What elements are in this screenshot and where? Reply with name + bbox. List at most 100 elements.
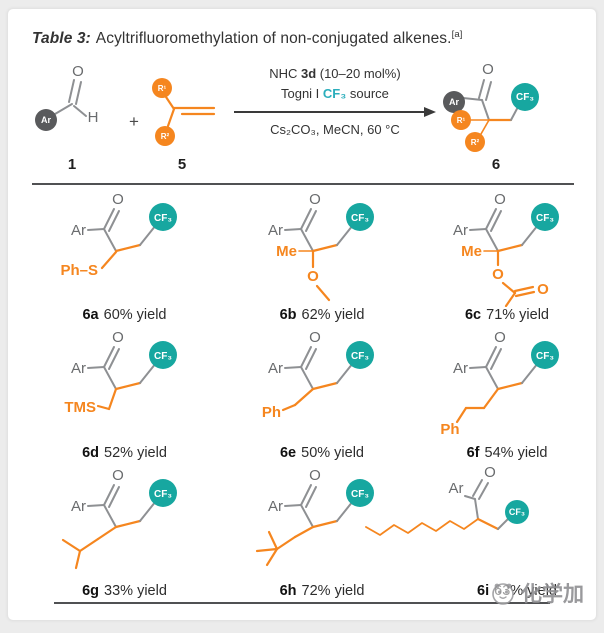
tms-label: TMS [64,399,96,416]
cf3-circle [510,83,539,112]
r1-label: R¹ [457,116,466,125]
watermark-logo-icon [492,583,514,605]
hydrogen-label: H [88,109,99,126]
product-caption: 6f 54% yield [467,445,548,461]
methyl-label: Me [276,243,297,260]
oxygen-label: O [484,465,496,481]
cf3-circle [346,203,374,232]
product-cell-6f: Ar O Ph CF₃ 6f 54% yield [417,327,597,461]
ar-label: Ar [71,360,86,377]
product-caption: 6h 72% yield [280,583,365,599]
product-caption: 6d 52% yield [82,445,167,461]
oxygen-label: O [494,191,506,208]
ar-label: Ar [453,222,468,239]
compound-id: 6e [279,445,297,462]
structure-6d: Ar O TMS CF₃ [64,329,177,416]
oxygen-label: O [309,467,321,484]
product-caption: 6g 33% yield [82,583,167,599]
ester-oxygen-label: O [492,266,504,283]
structure-6e: Ar O Ph CF₃ [262,329,374,421]
divider-bottom [54,602,550,605]
structure-aldehyde-1: O H Ar 1 [35,63,99,173]
ar-label: Ar [71,222,86,239]
table-title-text: Acyltrifluoromethylation of non-conjugat… [95,30,452,48]
conditions-line3: Cs₂CO₃, MeCN, 60 °C [270,122,400,138]
product-cell-6h: Ar O CF₃ 6h 72% yield [227,465,417,599]
compound-id: 6a [82,307,99,324]
cf3-circle [148,341,177,370]
cf3-circle [505,500,529,525]
r2-circle [154,126,175,147]
cf3-source-label: CF₃ [322,86,347,102]
alkyl-chain [365,518,479,537]
yield-value: 52% yield [104,445,167,462]
product-caption: 6a 60% yield [82,307,166,323]
r2-circle [464,132,485,153]
yield-value: 71% yield [486,307,549,324]
product-cell-6d: Ar O TMS CF₃ 6d 52% yield [22,327,227,461]
cf3-label: CF₃ [351,351,369,362]
compound-id: 6h [279,583,297,600]
phenyl-label: Ph [262,404,281,421]
table-title: Table 3: Acyltrifluoromethylation of non-… [8,9,596,48]
cf3-circle [346,479,374,508]
table-title-footnote: [a] [451,29,463,40]
ar-label: Ar [453,360,468,377]
compound-number-1: 1 [68,156,76,173]
watermark: 化学加 [490,578,584,608]
compound-id: 6i [477,583,490,600]
table-title-prefix: Table 3: [32,30,91,48]
products-grid: Ar O Ph–S CF₃ 6a 60% yield Ar [8,189,596,599]
ether-oxygen-label: O [307,268,319,285]
conditions-line1: NHC 3d (10–20 mol%) [269,66,401,82]
structure-6h: Ar O CF₃ [255,467,374,567]
yield-value: 62% yield [301,307,365,324]
cf3-circle [531,203,559,232]
yield-value: 60% yield [103,307,167,324]
watermark-text: 化学加 [521,583,584,606]
reaction-scheme: O H Ar 1 + R¹ R² 5 NHC 3d (10–20 mol%) T… [8,62,596,174]
product-caption: 6c 71% yield [465,307,549,323]
structure-6g: Ar O CF₃ [61,467,177,570]
product-cell-6e: Ar O Ph CF₃ 6e 50% yield [227,327,417,461]
structure-6i: Ar O CF₃ [365,465,529,537]
oxygen-label: O [494,329,506,346]
r1-circle [450,110,471,131]
cf3-label: CF₃ [351,489,369,500]
cf3-label: CF₃ [154,489,172,500]
structure-6c: Ar O Me O O CF₃ [453,191,559,308]
ar-label: Ar [449,97,459,107]
cf3-label: CF₃ [516,92,534,103]
table-card: Table 3: Acyltrifluoromethylation of non-… [7,8,597,621]
cf3-label: CF₃ [351,213,369,224]
cf3-circle [346,341,374,370]
ar-label: Ar [449,480,464,497]
methyl-label: Me [461,243,482,260]
compound-id: 6b [279,307,297,324]
ar-label: Ar [268,222,283,239]
product-cell-6a: Ar O Ph–S CF₃ 6a 60% yield [22,189,227,323]
phenyl-label: Ph [440,421,459,438]
product-cell-6g: Ar O CF₃ 6g 33% yield [22,465,227,599]
conditions-line2: Togni I CF₃ source [280,86,389,102]
thioether-label: Ph–S [60,262,98,279]
ar-label: Ar [268,498,283,515]
yield-value: 72% yield [301,583,365,600]
structure-alkene-5: R¹ R² 5 [151,78,216,173]
yield-value: 50% yield [301,445,364,462]
product-caption: 6e 50% yield [280,445,364,461]
cf3-label: CF₃ [154,213,172,224]
r2-label: R² [161,132,170,141]
cf3-label: CF₃ [154,351,172,362]
cf3-circle [148,203,177,232]
structure-product-6: O Ar R¹ R² CF₃ 6 [442,62,539,173]
cf3-label: CF₃ [536,213,554,224]
compound-id: 6c [464,307,482,324]
ar-label: Ar [71,498,86,515]
compound-number-5: 5 [178,156,186,173]
yield-value: 54% yield [484,445,548,462]
reaction-arrow [233,107,436,118]
oxygen-label: O [112,467,124,484]
r1-circle [151,78,172,99]
